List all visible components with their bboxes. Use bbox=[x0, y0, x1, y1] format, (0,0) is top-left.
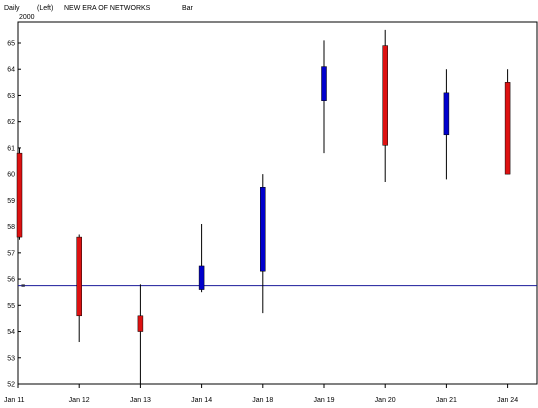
y-tick-label: 61 bbox=[7, 145, 15, 152]
y-tick-label: 63 bbox=[7, 93, 15, 100]
y-tick-label: 54 bbox=[7, 329, 15, 336]
x-tick-label: Jan 19 bbox=[313, 397, 334, 404]
y-tick-label: 60 bbox=[7, 172, 15, 179]
x-tick-label: Jan 21 bbox=[436, 397, 457, 404]
x-tick-label: Jan 11 bbox=[4, 397, 25, 404]
security-title: NEW ERA OF NETWORKS bbox=[64, 5, 151, 12]
x-tick-label: Jan 18 bbox=[252, 397, 273, 404]
chart-header: Daily (Left) NEW ERA OF NETWORKS Bar 200… bbox=[4, 5, 194, 21]
y-tick-label: 55 bbox=[7, 303, 15, 310]
y-tick-label: 65 bbox=[7, 40, 15, 47]
candle-body-up bbox=[443, 92, 450, 136]
x-tick-label: Jan 24 bbox=[497, 397, 518, 404]
period-label: Daily bbox=[4, 5, 20, 12]
candle-body-down bbox=[76, 236, 82, 317]
y-tick-label: 64 bbox=[7, 67, 15, 74]
y-tick-label: 52 bbox=[7, 382, 15, 389]
candle-body-down bbox=[137, 315, 144, 332]
plot-frame bbox=[17, 21, 538, 385]
reference-marker: ≡ bbox=[21, 283, 25, 290]
y-tick-label: 59 bbox=[7, 198, 15, 205]
candle-body-down bbox=[382, 45, 388, 146]
candle-body-down bbox=[16, 152, 23, 238]
x-tick-label: Jan 12 bbox=[69, 397, 90, 404]
x-tick-label: Jan 20 bbox=[375, 397, 396, 404]
candle-body-down bbox=[504, 82, 511, 175]
candle-body-up bbox=[321, 66, 327, 101]
x-tick-label: Jan 14 bbox=[191, 397, 212, 404]
candle-body-up bbox=[260, 187, 266, 272]
y-tick-label: 56 bbox=[7, 277, 15, 284]
candles bbox=[16, 29, 511, 384]
chart-style-label: Bar bbox=[182, 5, 194, 12]
candle-body-up bbox=[198, 265, 205, 290]
axis-side-label: (Left) bbox=[37, 5, 53, 12]
x-tick-label: Jan 13 bbox=[130, 397, 151, 404]
year-label: 2000 bbox=[19, 14, 35, 21]
y-tick-label: 53 bbox=[7, 355, 15, 362]
y-tick-label: 58 bbox=[7, 224, 15, 231]
y-tick-label: 62 bbox=[7, 119, 15, 126]
y-tick-label: 57 bbox=[7, 250, 15, 257]
x-axis: Jan 11 Jan 12 Jan 13 Jan 14 Jan 18 Jan 19 Jan … bbox=[4, 384, 518, 404]
